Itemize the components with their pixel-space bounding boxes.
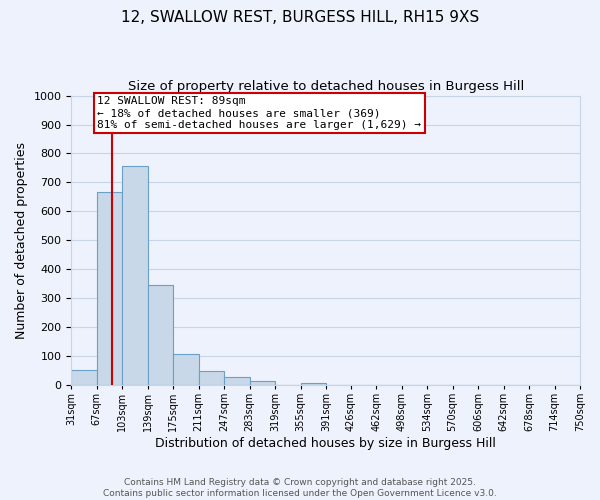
Bar <box>301 383 326 385</box>
Y-axis label: Number of detached properties: Number of detached properties <box>15 142 28 339</box>
Bar <box>148 284 173 385</box>
Bar <box>199 370 224 385</box>
Bar <box>122 166 148 385</box>
Text: Contains HM Land Registry data © Crown copyright and database right 2025.
Contai: Contains HM Land Registry data © Crown c… <box>103 478 497 498</box>
Text: 12, SWALLOW REST, BURGESS HILL, RH15 9XS: 12, SWALLOW REST, BURGESS HILL, RH15 9XS <box>121 10 479 25</box>
Bar <box>250 382 275 385</box>
Bar <box>224 377 250 385</box>
Bar <box>97 192 122 385</box>
Bar <box>173 354 199 385</box>
X-axis label: Distribution of detached houses by size in Burgess Hill: Distribution of detached houses by size … <box>155 437 496 450</box>
Bar <box>71 370 97 385</box>
Text: 12 SWALLOW REST: 89sqm
← 18% of detached houses are smaller (369)
81% of semi-de: 12 SWALLOW REST: 89sqm ← 18% of detached… <box>97 96 421 130</box>
Title: Size of property relative to detached houses in Burgess Hill: Size of property relative to detached ho… <box>128 80 524 93</box>
